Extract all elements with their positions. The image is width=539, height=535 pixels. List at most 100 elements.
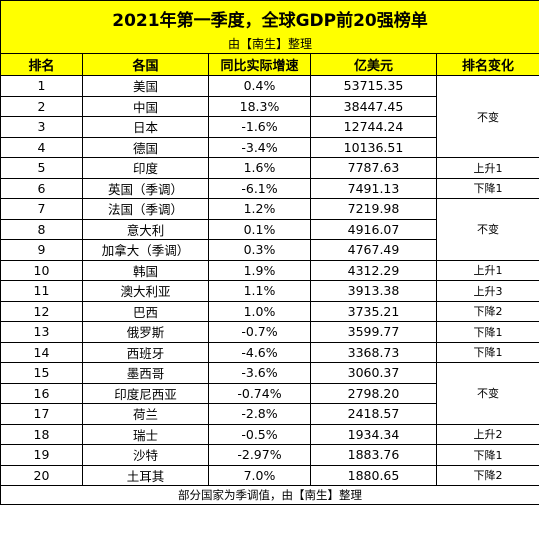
growth-cell: -0.5% [208, 423, 311, 445]
country-cell: 土耳其 [82, 464, 209, 486]
gdp-cell: 3060.37 [310, 362, 437, 384]
country-cell: 日本 [82, 116, 209, 138]
rank-cell: 17 [0, 403, 83, 425]
country-cell: 中国 [82, 95, 209, 117]
rank-change-cell: 不变 [435, 75, 539, 158]
rank-change-cell: 上升1 [435, 157, 539, 179]
country-cell: 英国（季调） [82, 177, 209, 199]
gdp-cell: 12744.24 [310, 116, 437, 138]
growth-cell: 0.4% [208, 75, 311, 97]
table-row: 13 俄罗斯 -0.7% 3599.77 下降1 [0, 321, 539, 343]
gdp-cell: 3599.77 [310, 321, 437, 343]
country-cell: 美国 [82, 75, 209, 97]
growth-cell: 1.2% [208, 198, 311, 220]
table-row: 16 印度尼西亚 -0.74% 2798.20 [0, 382, 539, 404]
growth-cell: -1.6% [208, 116, 311, 138]
gdp-cell: 10136.51 [310, 136, 437, 158]
growth-cell: 0.1% [208, 218, 311, 240]
rank-cell: 20 [0, 464, 83, 486]
table-row: 20 土耳其 7.0% 1880.65 下降2 [0, 464, 539, 486]
growth-cell: 0.3% [208, 239, 311, 261]
rank-cell: 2 [0, 95, 83, 117]
growth-cell: -2.97% [208, 444, 311, 466]
country-cell: 韩国 [82, 259, 209, 281]
rank-cell: 18 [0, 423, 83, 445]
growth-cell: -3.4% [208, 136, 311, 158]
rank-cell: 14 [0, 341, 83, 363]
rank-change-cell: 下降1 [435, 444, 539, 466]
gdp-cell: 7491.13 [310, 177, 437, 199]
header-country: 各国 [82, 53, 209, 76]
country-cell: 瑞士 [82, 423, 209, 445]
rank-cell: 4 [0, 136, 83, 158]
rank-cell: 13 [0, 321, 83, 343]
table-row: 11 澳大利亚 1.1% 3913.38 上升3 [0, 280, 539, 302]
table-row: 10 韩国 1.9% 4312.29 上升1 [0, 259, 539, 281]
rank-cell: 3 [0, 116, 83, 138]
gdp-cell: 3913.38 [310, 280, 437, 302]
growth-cell: -0.7% [208, 321, 311, 343]
country-cell: 加拿大（季调） [82, 239, 209, 261]
rank-cell: 6 [0, 177, 83, 199]
table-row: 18 瑞士 -0.5% 1934.34 上升2 [0, 423, 539, 445]
table-subtitle: 由【南生】整理 [0, 34, 539, 54]
gdp-cell: 1883.76 [310, 444, 437, 466]
country-cell: 印度 [82, 157, 209, 179]
growth-cell: -6.1% [208, 177, 311, 199]
country-cell: 法国（季调） [82, 198, 209, 220]
rank-cell: 10 [0, 259, 83, 281]
table-row: 14 西班牙 -4.6% 3368.73 下降1 [0, 341, 539, 363]
rank-cell: 9 [0, 239, 83, 261]
country-cell: 德国 [82, 136, 209, 158]
table-row: 19 沙特 -2.97% 1883.76 下降1 [0, 444, 539, 466]
country-cell: 墨西哥 [82, 362, 209, 384]
header-rank: 排名 [0, 53, 83, 76]
rank-cell: 7 [0, 198, 83, 220]
header-gdp: 亿美元 [310, 53, 437, 76]
growth-cell: 1.0% [208, 300, 311, 322]
table-row: 6 英国（季调） -6.1% 7491.13 下降1 [0, 177, 539, 199]
growth-cell: -2.8% [208, 403, 311, 425]
gdp-cell: 1934.34 [310, 423, 437, 445]
rank-change-cell: 下降2 [435, 464, 539, 486]
gdp-cell: 53715.35 [310, 75, 437, 97]
table-title: 2021年第一季度，全球GDP前20强榜单 [0, 0, 539, 35]
country-cell: 沙特 [82, 444, 209, 466]
growth-cell: 7.0% [208, 464, 311, 486]
gdp-cell: 3735.21 [310, 300, 437, 322]
gdp-cell: 3368.73 [310, 341, 437, 363]
table-row: 17 荷兰 -2.8% 2418.57 [0, 403, 539, 425]
table-row: 1 美国 0.4% 53715.35 不变 [0, 75, 539, 158]
gdp-cell: 2798.20 [310, 382, 437, 404]
table-footnote: 部分国家为季调值，由【南生】整理 [0, 485, 539, 505]
rank-change-cell: 不变 [435, 198, 539, 261]
country-cell: 俄罗斯 [82, 321, 209, 343]
rank-cell: 12 [0, 300, 83, 322]
rank-change-cell: 下降1 [435, 341, 539, 363]
country-cell: 西班牙 [82, 341, 209, 363]
rank-change-cell: 上升1 [435, 259, 539, 281]
gdp-cell: 4767.49 [310, 239, 437, 261]
gdp-cell: 7219.98 [310, 198, 437, 220]
gdp-cell: 4916.07 [310, 218, 437, 240]
gdp-cell: 4312.29 [310, 259, 437, 281]
growth-cell: 1.9% [208, 259, 311, 281]
growth-cell: -3.6% [208, 362, 311, 384]
rank-cell: 16 [0, 382, 83, 404]
country-cell: 意大利 [82, 218, 209, 240]
growth-cell: -4.6% [208, 341, 311, 363]
growth-cell: 1.6% [208, 157, 311, 179]
rank-change-cell: 下降1 [435, 177, 539, 199]
growth-cell: 18.3% [208, 95, 311, 117]
table-row: 3 日本 -1.6% 12744.24 [0, 116, 539, 138]
gdp-cell: 7787.63 [310, 157, 437, 179]
rank-change-cell: 上升3 [435, 280, 539, 302]
growth-cell: -0.74% [208, 382, 311, 404]
rank-cell: 8 [0, 218, 83, 240]
rank-cell: 5 [0, 157, 83, 179]
table-row: 8 意大利 0.1% 4916.07 [0, 218, 539, 240]
rank-cell: 11 [0, 280, 83, 302]
country-cell: 巴西 [82, 300, 209, 322]
country-cell: 荷兰 [82, 403, 209, 425]
